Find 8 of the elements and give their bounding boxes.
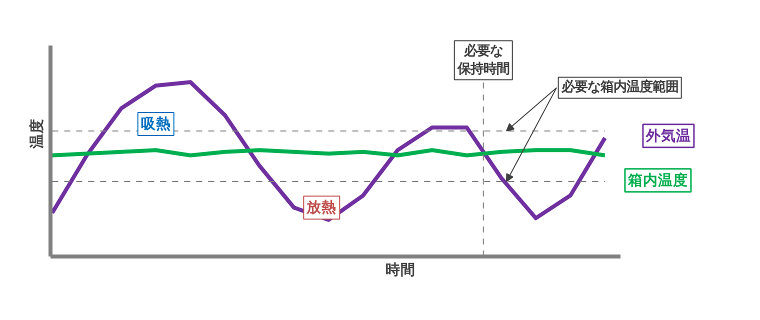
ref-line-label: 必要な箱内温度範囲 — [560, 79, 678, 96]
y-axis-title: 温度 — [28, 118, 46, 150]
text: 必要な保持時間 — [456, 42, 510, 77]
x-axis-title: 時間 — [386, 262, 416, 278]
annotation: 放熱 — [306, 199, 337, 216]
text: 外気温 — [644, 127, 691, 144]
annotation: 吸熱 — [140, 115, 171, 132]
series-label: 箱内温度 — [626, 170, 688, 189]
